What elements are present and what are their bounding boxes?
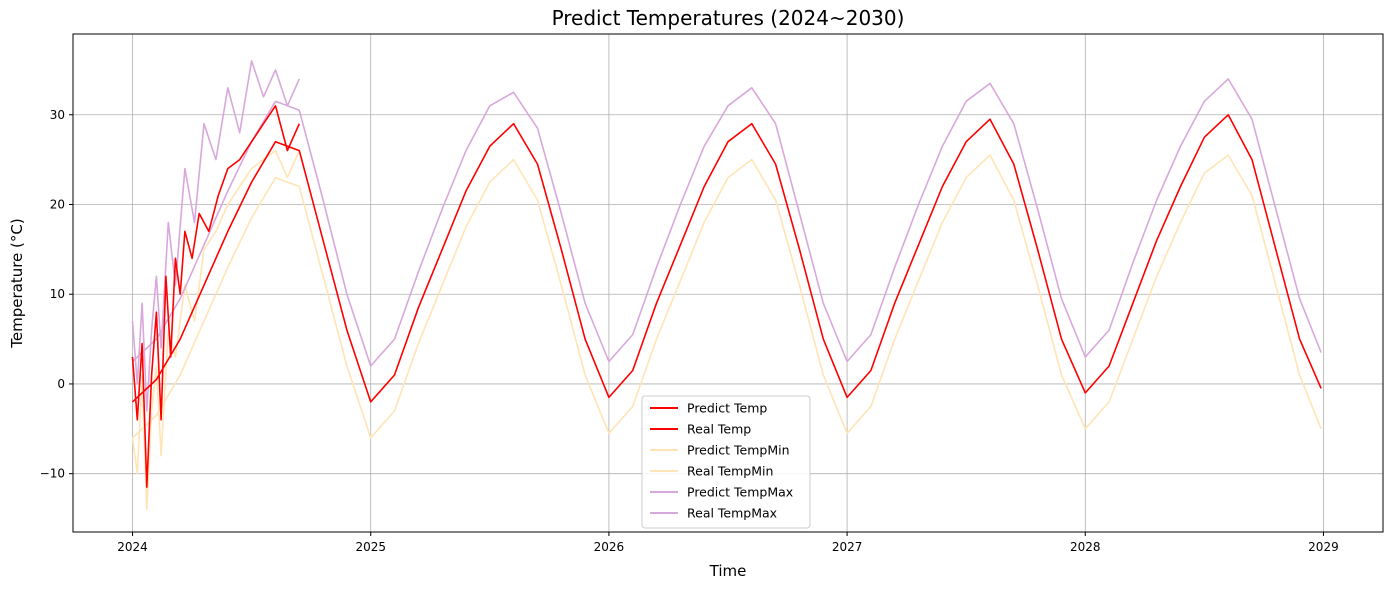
series-line-1 [131, 105, 301, 488]
x-tick-label: 2027 [832, 540, 863, 554]
x-tick-label: 2025 [355, 540, 386, 554]
series-line-3 [131, 149, 301, 511]
ticks: 2024 2025 2026 2027 2028 2029 −10 0 10 20 30 [40, 108, 1339, 554]
y-tick-label: 30 [50, 108, 65, 122]
y-tick-label: 20 [50, 197, 65, 211]
chart-title: Predict Temperatures (2024~2030) [552, 6, 905, 30]
legend-box [641, 395, 811, 529]
y-tick-label: 10 [50, 287, 65, 301]
y-tick-label: −10 [40, 467, 65, 481]
legend-label: Real Temp [687, 422, 751, 437]
legend-label: Predict Temp [687, 401, 767, 416]
x-axis-label: Time [709, 562, 747, 580]
plot-lines [131, 60, 1322, 511]
series-line-4 [131, 78, 1322, 367]
y-axis-label: Temperature (°C) [8, 218, 26, 348]
x-tick-label: 2029 [1308, 540, 1339, 554]
legend-label: Predict TempMax [687, 485, 793, 500]
x-tick-label: 2028 [1070, 540, 1101, 554]
legend-label: Predict TempMin [687, 443, 790, 458]
plot-frame [72, 33, 1384, 533]
grid [73, 34, 1383, 532]
x-tick-label: 2024 [117, 540, 148, 554]
series-line-2 [131, 154, 1322, 439]
series-line-5 [131, 60, 301, 412]
x-tick-label: 2026 [594, 540, 625, 554]
legend-label: Real TempMin [687, 464, 773, 479]
legend-label: Real TempMax [687, 506, 777, 521]
legend: Predict Temp Real Temp Predict TempMin Real… [641, 395, 811, 529]
y-tick-label: 0 [57, 377, 65, 391]
series-line-0 [131, 114, 1322, 403]
